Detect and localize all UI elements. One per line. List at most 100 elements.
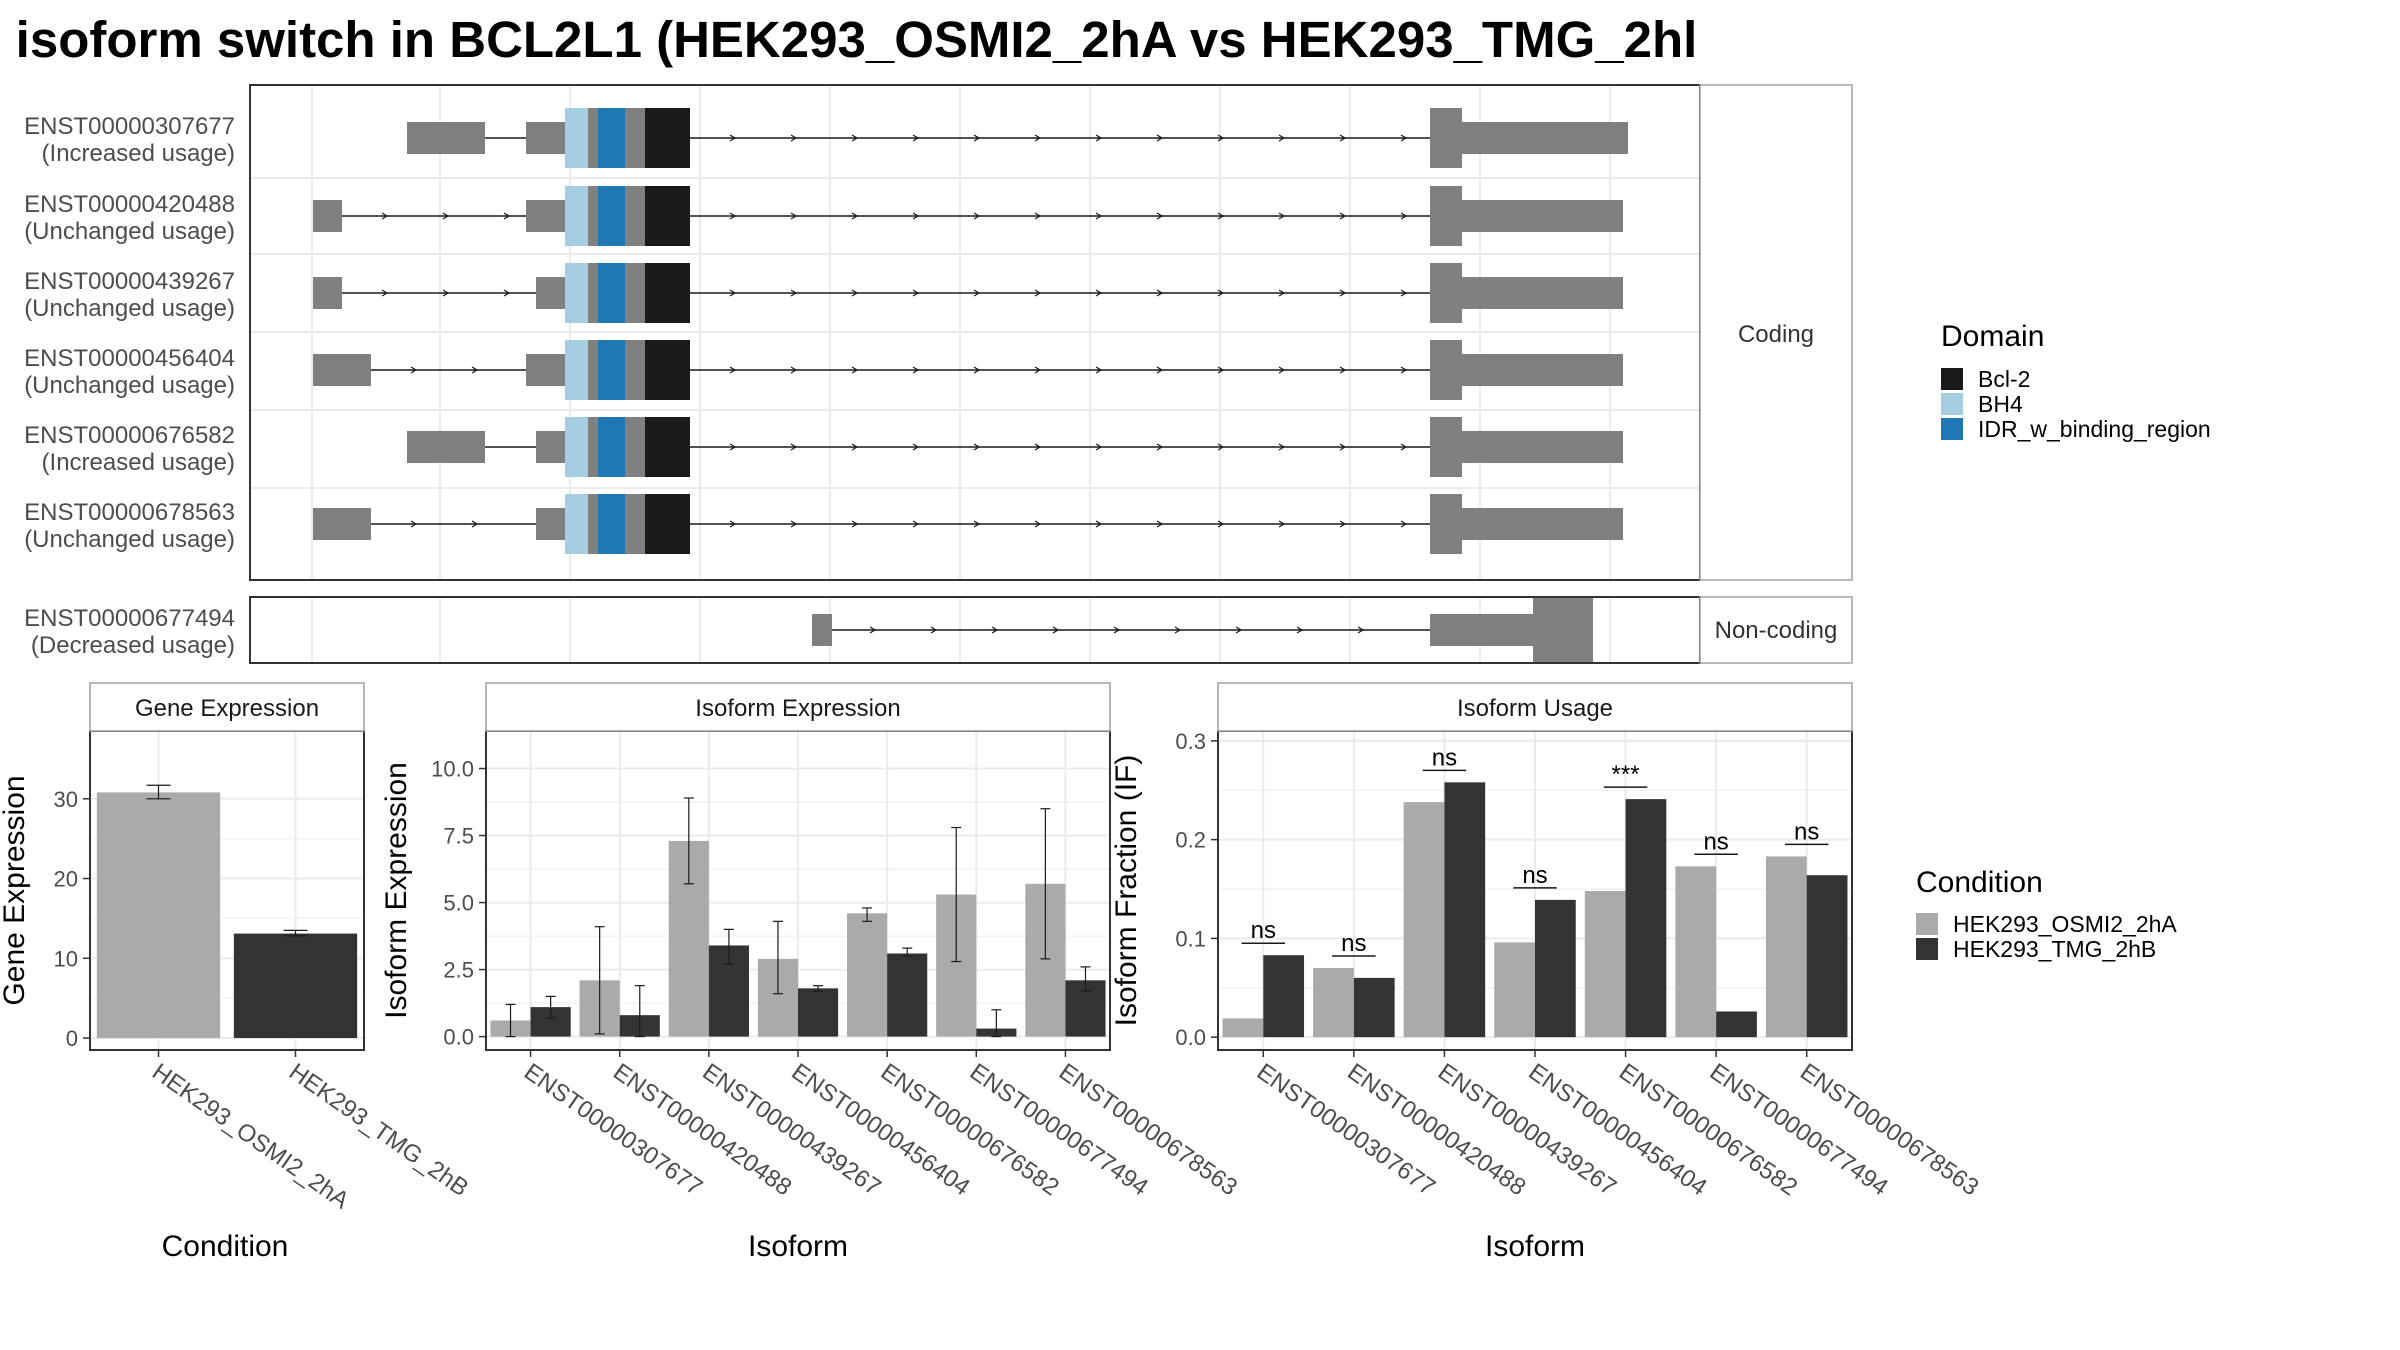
intron-arrow	[790, 520, 798, 528]
domain-bh4	[565, 263, 588, 323]
transcript-status: (Increased usage)	[42, 449, 235, 476]
significance-label: ns	[1251, 917, 1276, 944]
intron-arrow	[1156, 443, 1164, 451]
y-tick-label: 0.2	[1175, 828, 1206, 853]
x-axis-title: Isoform	[748, 1230, 848, 1263]
intron-arrow	[973, 289, 981, 297]
intron-arrow	[729, 212, 737, 220]
utr-exon-last	[1462, 200, 1623, 232]
intron-arrow	[1400, 212, 1408, 220]
intron-arrow	[851, 366, 859, 374]
transcript-status: (Unchanged usage)	[24, 295, 235, 322]
coding-exon-last	[1430, 417, 1462, 477]
domain-idr	[598, 263, 625, 323]
intron-arrow	[1052, 626, 1060, 634]
utr-exon	[313, 354, 371, 386]
domain-idr	[598, 186, 625, 246]
domain-idr	[598, 494, 625, 554]
intron-arrow	[1034, 212, 1042, 220]
intron-arrow	[503, 289, 511, 297]
intron-arrow	[1034, 134, 1042, 142]
domain-bh4	[565, 186, 588, 246]
intron-arrow	[1339, 520, 1347, 528]
bar-HEK293_OSMI2_2hA	[1584, 890, 1626, 1038]
intron-arrow	[381, 212, 389, 220]
intron-arrow	[1339, 134, 1347, 142]
intron-arrow	[1217, 134, 1225, 142]
bar-HEK293_TMG_2hB	[1263, 955, 1305, 1038]
transcript-status: (Unchanged usage)	[24, 372, 235, 399]
intron-arrow	[991, 626, 999, 634]
intron-arrow	[1339, 443, 1347, 451]
bar-HEK293_OSMI2_2hA	[1222, 1018, 1264, 1038]
transcript-id: ENST00000439267	[24, 268, 235, 295]
intron-arrow	[1156, 520, 1164, 528]
intron-arrow	[410, 520, 418, 528]
utr-exon	[526, 354, 565, 386]
bar-HEK293_OSMI2_2hA	[96, 792, 221, 1039]
intron-arrow	[1095, 289, 1103, 297]
coding-exon-last	[1430, 186, 1462, 246]
intron-arrow	[1278, 366, 1286, 374]
utr-exon-last	[1462, 354, 1623, 386]
intron-arrow	[1278, 134, 1286, 142]
intron-arrow	[1156, 366, 1164, 374]
domain-bh4	[565, 494, 588, 554]
domain-bcl2	[645, 263, 690, 323]
intron-arrow	[729, 289, 737, 297]
facet-strip-label: Isoform Expression	[695, 695, 900, 722]
domain-legend-key	[1941, 368, 1963, 390]
intron-arrow	[1095, 134, 1103, 142]
utr-exon	[536, 431, 565, 463]
strip-label-noncoding: Non-coding	[1715, 617, 1838, 644]
transcript-id: ENST00000456404	[24, 345, 235, 372]
transcript-status: (Unchanged usage)	[24, 218, 235, 245]
significance-label: ns	[1341, 930, 1366, 957]
intron-arrow	[973, 134, 981, 142]
domain-bcl2	[645, 186, 690, 246]
intron-arrow	[1339, 366, 1347, 374]
intron-arrow	[1217, 366, 1225, 374]
intron-arrow	[790, 443, 798, 451]
intron-arrow	[851, 134, 859, 142]
domain-legend-label: BH4	[1978, 391, 2023, 417]
domain-legend-key	[1941, 393, 1963, 415]
transcript-id: ENST00000420488	[24, 191, 235, 218]
intron-arrow	[851, 443, 859, 451]
intron-arrow	[1156, 134, 1164, 142]
intron-arrow	[1174, 626, 1182, 634]
domain-legend-label: Bcl-2	[1978, 366, 2030, 392]
utr-exon	[313, 508, 371, 540]
bar-HEK293_OSMI2_2hA	[1403, 802, 1445, 1038]
intron-arrow	[912, 520, 920, 528]
intron-arrow	[790, 289, 798, 297]
y-axis-title: Gene Expression	[0, 775, 31, 1005]
bar-HEK293_TMG_2hB	[1535, 899, 1576, 1038]
intron-arrow	[1095, 443, 1103, 451]
intron-arrow	[1095, 212, 1103, 220]
bar-HEK293_OSMI2_2hA	[1765, 856, 1807, 1038]
domain-bcl2	[645, 340, 690, 400]
intron-arrow	[381, 289, 389, 297]
intron-arrow	[1034, 289, 1042, 297]
y-tick-label: 10	[54, 946, 78, 971]
utr-exon	[313, 277, 342, 309]
utr-exon	[313, 200, 342, 232]
domain-legend-key	[1941, 418, 1963, 440]
intron-arrow	[1278, 212, 1286, 220]
intron-arrow	[1339, 212, 1347, 220]
intron-arrow	[973, 366, 981, 374]
intron-arrow	[1034, 366, 1042, 374]
utr-exon-last	[1462, 508, 1623, 540]
nc-exon	[1430, 614, 1533, 646]
intron-arrow	[1357, 626, 1365, 634]
bar-HEK293_TMG_2hB	[1716, 1011, 1757, 1038]
y-tick-label: 20	[54, 867, 78, 892]
utr-exon	[536, 277, 565, 309]
intron-arrow	[1400, 520, 1408, 528]
intron-arrow	[729, 134, 737, 142]
utr-exon-last	[1462, 122, 1628, 154]
intron-arrow	[503, 212, 511, 220]
intron-arrow	[1217, 289, 1225, 297]
intron-arrow	[1217, 520, 1225, 528]
